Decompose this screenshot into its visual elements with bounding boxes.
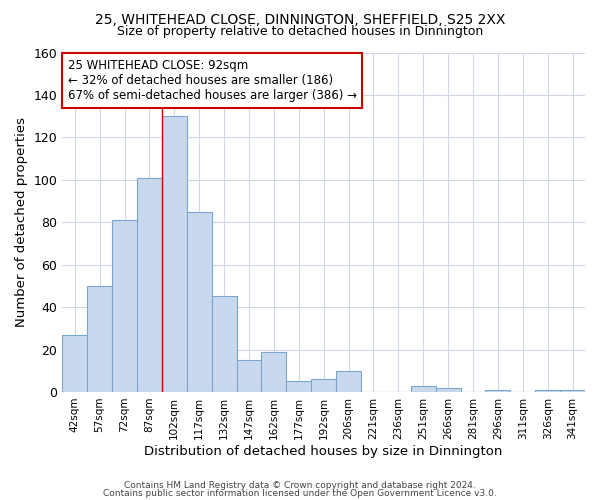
Text: 25 WHITEHEAD CLOSE: 92sqm
← 32% of detached houses are smaller (186)
67% of semi: 25 WHITEHEAD CLOSE: 92sqm ← 32% of detac…: [68, 60, 356, 102]
Bar: [336, 370, 361, 392]
Text: Contains HM Land Registry data © Crown copyright and database right 2024.: Contains HM Land Registry data © Crown c…: [124, 481, 476, 490]
Bar: [187, 212, 212, 392]
X-axis label: Distribution of detached houses by size in Dinnington: Distribution of detached houses by size …: [145, 444, 503, 458]
Bar: [112, 220, 137, 392]
Bar: [162, 116, 187, 392]
Text: Contains public sector information licensed under the Open Government Licence v3: Contains public sector information licen…: [103, 489, 497, 498]
Y-axis label: Number of detached properties: Number of detached properties: [15, 117, 28, 327]
Bar: [62, 334, 87, 392]
Text: Size of property relative to detached houses in Dinnington: Size of property relative to detached ho…: [117, 25, 483, 38]
Bar: [286, 382, 311, 392]
Bar: [436, 388, 461, 392]
Bar: [485, 390, 511, 392]
Bar: [311, 379, 336, 392]
Bar: [535, 390, 560, 392]
Bar: [236, 360, 262, 392]
Bar: [560, 390, 585, 392]
Bar: [212, 296, 236, 392]
Bar: [411, 386, 436, 392]
Bar: [262, 352, 286, 392]
Bar: [87, 286, 112, 392]
Text: 25, WHITEHEAD CLOSE, DINNINGTON, SHEFFIELD, S25 2XX: 25, WHITEHEAD CLOSE, DINNINGTON, SHEFFIE…: [95, 12, 505, 26]
Bar: [137, 178, 162, 392]
